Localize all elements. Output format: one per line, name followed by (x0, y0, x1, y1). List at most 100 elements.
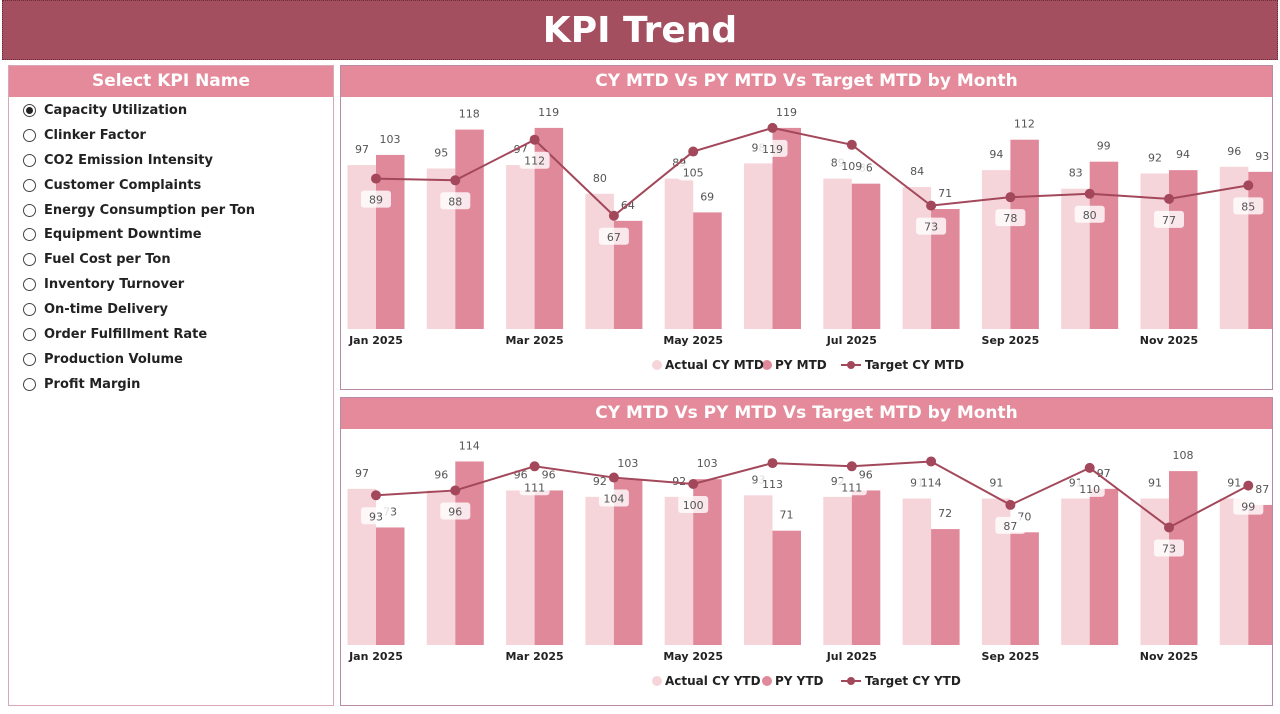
target-label-box (1233, 497, 1264, 515)
py-bar (772, 530, 801, 645)
kpi-option[interactable]: Inventory Turnover (9, 272, 333, 297)
py-bar (376, 154, 405, 329)
py-label: 72 (938, 507, 952, 520)
x-tick-label: Mar 2025 (505, 334, 563, 347)
target-label: 88 (448, 195, 462, 208)
py-bar (613, 479, 643, 645)
actual-bar (744, 163, 773, 329)
legend-label: Actual CY MTD (665, 358, 764, 372)
target-point (1243, 180, 1254, 191)
kpi-label: Production Volume (44, 351, 183, 367)
actual-label: 91 (1148, 476, 1162, 489)
actual-label: 84 (910, 165, 924, 178)
target-label-box (1074, 479, 1105, 497)
radio-icon[interactable] (23, 203, 36, 217)
actual-bar (823, 178, 852, 329)
target-point (767, 122, 778, 133)
kpi-option[interactable]: Order Fulfillment Rate (9, 322, 333, 347)
kpi-option[interactable]: On-time Delivery (9, 297, 333, 322)
target-point (1005, 499, 1016, 510)
py-label: 103 (380, 133, 401, 146)
target-point (926, 200, 937, 211)
py-bar (772, 127, 801, 329)
actual-bar (347, 165, 376, 329)
target-label-box (440, 502, 471, 520)
kpi-option[interactable]: Equipment Downtime (9, 222, 333, 247)
radio-icon[interactable] (23, 228, 36, 242)
x-tick-label: Jul 2025 (826, 650, 877, 663)
py-bar (1010, 532, 1039, 645)
kpi-option[interactable]: Fuel Cost per Ton (9, 247, 333, 272)
actual-label: 92 (1148, 152, 1162, 165)
py-label: 103 (697, 457, 718, 470)
radio-icon[interactable] (23, 327, 36, 341)
py-label: 103 (617, 457, 638, 470)
radio-icon[interactable] (23, 352, 36, 366)
target-label: 85 (1241, 200, 1255, 213)
target-label: 114 (921, 476, 942, 489)
target-label-box (598, 227, 629, 245)
legend-target-dot (847, 677, 855, 685)
radio-icon[interactable] (23, 178, 36, 192)
radio-icon[interactable] (23, 377, 36, 391)
py-bar (455, 461, 484, 645)
target-point (1164, 522, 1174, 533)
target-line (375, 460, 1249, 529)
target-label-box (598, 489, 629, 507)
radio-icon[interactable] (23, 253, 36, 267)
legend-label: PY MTD (775, 358, 827, 372)
target-label: 77 (1162, 214, 1176, 227)
target-label: 112 (524, 155, 545, 168)
py-label: 119 (538, 106, 559, 119)
target-point (1084, 462, 1095, 473)
kpi-option[interactable]: CO2 Emission Intensity (9, 148, 333, 173)
target-label-box (995, 516, 1026, 534)
py-label: 71 (780, 509, 794, 522)
kpi-option[interactable]: Capacity Utilization (9, 98, 333, 123)
actual-label: 96 (1227, 145, 1241, 158)
radio-icon[interactable] (23, 128, 36, 142)
dashboard-header: KPI Trend (2, 0, 1278, 60)
target-label: 73 (924, 221, 938, 234)
py-label: 96 (542, 468, 556, 481)
kpi-option[interactable]: Energy Consumption per Ton (9, 198, 333, 223)
mtd-chart: CY MTD Vs PY MTD Vs Target MTD by Month … (340, 65, 1277, 390)
target-point (529, 134, 540, 145)
kpi-label: Fuel Cost per Ton (44, 252, 171, 268)
kpi-label: Profit Margin (44, 376, 141, 392)
target-label-box (678, 163, 709, 181)
actual-bar (823, 496, 852, 645)
target-label: 105 (683, 167, 704, 180)
target-label-box (757, 475, 788, 493)
py-label: 69 (700, 190, 714, 203)
actual-label: 96 (434, 468, 448, 481)
target-label: 89 (369, 194, 383, 207)
actual-bar (902, 498, 932, 645)
legend-target-dot (847, 361, 855, 369)
py-bar (1089, 488, 1119, 645)
radio-icon[interactable] (23, 103, 36, 117)
actual-bar (902, 187, 932, 329)
actual-label: 83 (1069, 167, 1083, 180)
radio-icon[interactable] (23, 153, 36, 167)
target-label-box (1154, 539, 1184, 557)
kpi-option[interactable]: Profit Margin (9, 372, 333, 397)
kpi-option[interactable]: Customer Complaints (9, 173, 333, 198)
kpi-option[interactable]: Production Volume (9, 347, 333, 372)
kpi-label: Inventory Turnover (44, 277, 185, 293)
py-bar (534, 490, 564, 645)
target-label: 99 (1241, 501, 1255, 514)
target-label-box (440, 192, 471, 210)
radio-icon[interactable] (23, 278, 36, 292)
kpi-option[interactable]: Clinker Factor (9, 123, 333, 148)
target-label-box (836, 156, 867, 174)
slicer-title: Select KPI Name (9, 66, 333, 97)
legend-actual-icon (652, 676, 662, 686)
x-tick-label: May 2025 (663, 334, 723, 347)
target-point (371, 173, 381, 184)
py-bar (1089, 161, 1119, 329)
kpi-label: Equipment Downtime (44, 227, 202, 243)
target-label: 73 (1162, 542, 1176, 555)
legend-label: Actual CY YTD (665, 674, 761, 688)
radio-icon[interactable] (23, 303, 36, 317)
